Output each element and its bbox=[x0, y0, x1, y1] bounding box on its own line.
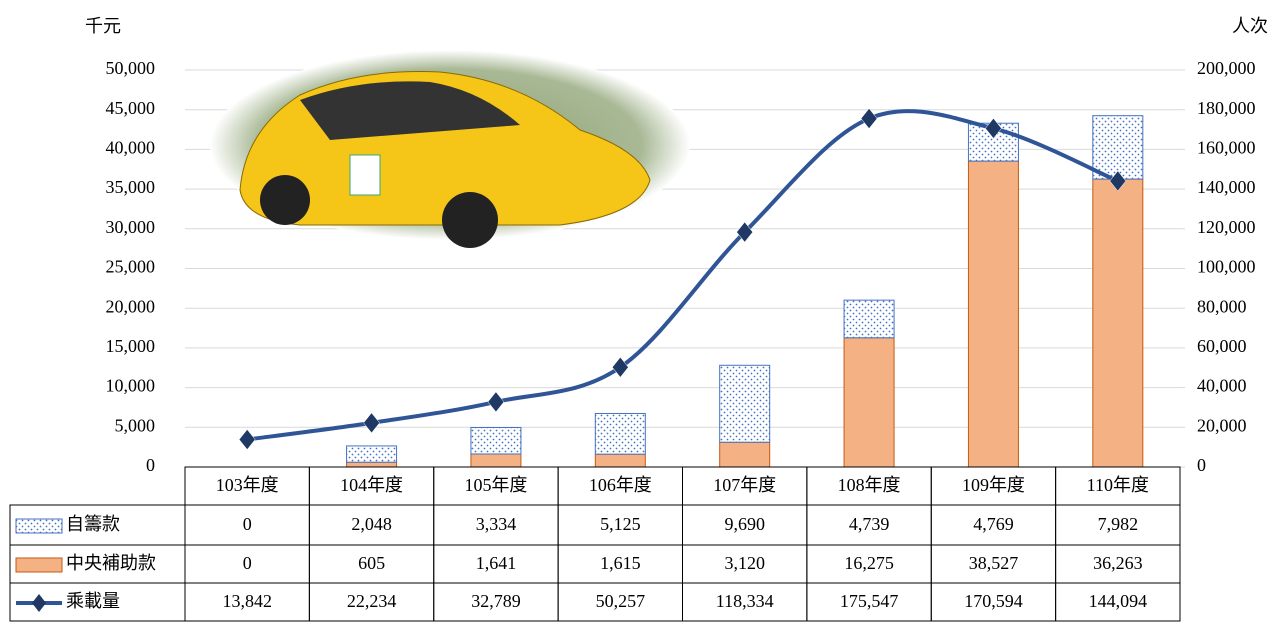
table-value: 3,334 bbox=[476, 514, 517, 534]
table-value: 13,842 bbox=[222, 591, 272, 611]
bar-segment bbox=[347, 446, 397, 462]
y2-tick-label: 120,000 bbox=[1197, 217, 1256, 237]
y2-tick-label: 80,000 bbox=[1197, 296, 1247, 316]
y2-tick-label: 60,000 bbox=[1197, 336, 1247, 356]
x-tick-label: 107年度 bbox=[713, 475, 776, 495]
line-marker bbox=[364, 413, 380, 433]
table-value: 170,594 bbox=[964, 591, 1023, 611]
bar-segment bbox=[595, 413, 645, 454]
y-tick-label: 25,000 bbox=[106, 257, 156, 277]
table-value: 118,334 bbox=[716, 591, 774, 611]
y-axis-title: 千元 bbox=[85, 16, 121, 36]
legend-swatch bbox=[16, 558, 62, 572]
x-tick-label: 104年度 bbox=[340, 475, 403, 495]
y-tick-label: 30,000 bbox=[106, 217, 156, 237]
table-value: 1,641 bbox=[476, 553, 517, 573]
table-value: 144,094 bbox=[1089, 591, 1148, 611]
table-value: 16,275 bbox=[844, 553, 894, 573]
y2-tick-label: 20,000 bbox=[1197, 415, 1247, 435]
bar-segment bbox=[720, 442, 770, 467]
bar-segment bbox=[720, 365, 770, 442]
x-tick-label: 109年度 bbox=[962, 475, 1025, 495]
y-tick-label: 20,000 bbox=[106, 296, 156, 316]
y2-tick-label: 180,000 bbox=[1197, 98, 1256, 118]
legend-label: 自籌款 bbox=[66, 514, 120, 534]
table-value: 38,527 bbox=[969, 553, 1019, 573]
y2-tick-label: 200,000 bbox=[1197, 58, 1256, 78]
bar-segment bbox=[1093, 179, 1143, 467]
legend-marker bbox=[32, 594, 46, 612]
x-tick-label: 110年度 bbox=[1087, 475, 1149, 495]
y-tick-label: 40,000 bbox=[106, 138, 156, 158]
table-value: 1,615 bbox=[600, 553, 641, 573]
table-value: 3,120 bbox=[724, 553, 765, 573]
table-value: 2,048 bbox=[351, 514, 392, 534]
table-value: 0 bbox=[243, 514, 252, 534]
taxi-photo bbox=[210, 50, 690, 248]
bar-segment bbox=[471, 427, 521, 453]
table-value: 22,234 bbox=[347, 591, 397, 611]
x-tick-label: 106年度 bbox=[589, 475, 652, 495]
table-value: 4,769 bbox=[973, 514, 1014, 534]
table-value: 50,257 bbox=[596, 591, 646, 611]
bar-segment bbox=[595, 454, 645, 467]
table-value: 175,547 bbox=[840, 591, 899, 611]
bar-segment bbox=[844, 300, 894, 338]
bar-segment bbox=[1093, 116, 1143, 179]
table-value: 4,739 bbox=[849, 514, 890, 534]
y-tick-label: 10,000 bbox=[106, 376, 156, 396]
legend-label: 中央補助款 bbox=[66, 553, 156, 573]
x-tick-label: 105年度 bbox=[464, 475, 527, 495]
legend-label: 乘載量 bbox=[66, 591, 120, 611]
legend-swatch bbox=[16, 519, 62, 533]
x-tick-label: 103年度 bbox=[216, 475, 279, 495]
bar-segment bbox=[471, 454, 521, 467]
bar-segment bbox=[844, 338, 894, 467]
y-tick-label: 5,000 bbox=[115, 415, 156, 435]
y2-tick-label: 160,000 bbox=[1197, 138, 1256, 158]
y2-tick-label: 40,000 bbox=[1197, 376, 1247, 396]
table-value: 7,982 bbox=[1098, 514, 1139, 534]
y-tick-label: 50,000 bbox=[106, 58, 156, 78]
y-tick-label: 45,000 bbox=[106, 98, 156, 118]
y2-tick-label: 0 bbox=[1197, 455, 1206, 475]
y-tick-label: 35,000 bbox=[106, 177, 156, 197]
bar-segment bbox=[968, 161, 1018, 467]
bar-segment bbox=[347, 462, 397, 467]
y-tick-label: 15,000 bbox=[106, 336, 156, 356]
line-marker bbox=[488, 392, 504, 412]
table-value: 0 bbox=[243, 553, 252, 573]
line-marker bbox=[612, 357, 628, 377]
table-value: 9,690 bbox=[724, 514, 765, 534]
y-tick-label: 0 bbox=[146, 455, 155, 475]
line-marker bbox=[861, 109, 877, 129]
table-value: 605 bbox=[358, 553, 385, 573]
y2-tick-label: 140,000 bbox=[1197, 177, 1256, 197]
table-value: 5,125 bbox=[600, 514, 641, 534]
y2-tick-label: 100,000 bbox=[1197, 257, 1256, 277]
line-marker bbox=[239, 430, 255, 450]
x-tick-label: 108年度 bbox=[838, 475, 901, 495]
table-value: 36,263 bbox=[1093, 553, 1143, 573]
chart: 千元 人次 0 5,000 10,000 15,000 20,000 25,000 30,0… bbox=[0, 0, 1285, 623]
y2-axis-title: 人次 bbox=[1232, 16, 1268, 36]
table-value: 32,789 bbox=[471, 591, 521, 611]
